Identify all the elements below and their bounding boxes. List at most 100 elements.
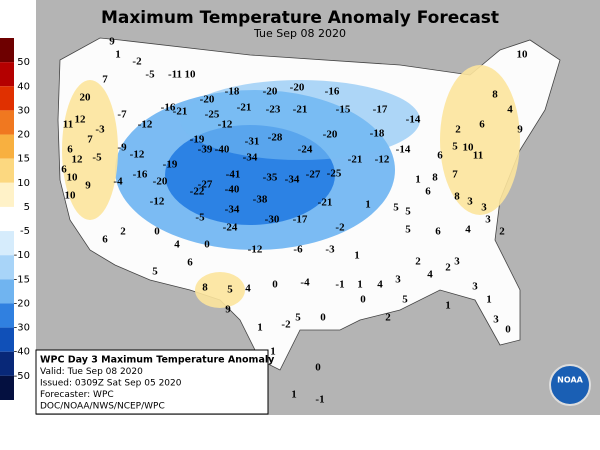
anomaly-label: 6 <box>425 186 431 198</box>
anomaly-label: 0 <box>154 226 160 238</box>
anomaly-label: -20 <box>153 176 168 188</box>
anomaly-label: -34 <box>285 174 300 186</box>
anomaly-label: 12 <box>72 154 84 166</box>
anomaly-label: -14 <box>406 114 421 126</box>
anomaly-label: 1 <box>291 389 297 401</box>
anomaly-label: -12 <box>138 119 153 131</box>
anomaly-label: 1 <box>415 174 421 186</box>
colorbar-swatch <box>0 327 14 352</box>
anomaly-label: 8 <box>202 282 208 294</box>
anomaly-label: -1 <box>335 279 344 291</box>
anomaly-label: -35 <box>263 172 278 184</box>
anomaly-label: -2 <box>132 56 142 68</box>
anomaly-label: -2 <box>335 222 345 234</box>
colorbar-swatch <box>0 375 14 400</box>
anomaly-label: 1 <box>365 199 371 211</box>
anomaly-label: -16 <box>161 102 176 114</box>
colorbar-swatch <box>0 134 14 159</box>
colorbar-label: 50 <box>17 57 30 68</box>
colorbar-label: -15 <box>14 274 30 285</box>
colorbar-swatch <box>0 279 14 304</box>
anomaly-label: -18 <box>225 86 240 98</box>
anomaly-label: 0 <box>360 294 366 306</box>
anomaly-label: 5 <box>393 202 399 214</box>
colorbar-swatch <box>0 110 14 135</box>
anomaly-label: -24 <box>223 222 238 234</box>
anomaly-label: -40 <box>215 144 230 156</box>
anomaly-label: -15 <box>336 104 351 116</box>
anomaly-label: 5 <box>452 141 458 153</box>
anomaly-label: 9 <box>225 304 231 316</box>
subtitle: Tue Sep 08 2020 <box>253 27 346 40</box>
cold-anomaly-north <box>180 80 420 160</box>
anomaly-label: 1 <box>486 294 492 306</box>
anomaly-label: -11 <box>168 69 182 81</box>
anomaly-label: 1 <box>115 49 121 61</box>
anomaly-label: -27 <box>198 179 213 191</box>
anomaly-label: 3 <box>395 274 401 286</box>
anomaly-label: 3 <box>493 314 499 326</box>
info-box <box>35 349 269 415</box>
noaa-logo <box>549 364 591 406</box>
colorbar-label: 5 <box>24 202 30 213</box>
anomaly-label: 11 <box>473 150 483 162</box>
anomaly-label: -40 <box>225 184 240 196</box>
anomaly-label: 4 <box>427 269 433 281</box>
anomaly-label: 10 <box>185 69 197 81</box>
anomaly-label: 2 <box>445 262 451 274</box>
anomaly-label: -12 <box>130 149 145 161</box>
colorbar-swatch <box>0 38 14 63</box>
anomaly-label: 7 <box>452 169 458 181</box>
info-line: Issued: 0309Z Sat Sep 05 2020 <box>40 379 182 389</box>
anomaly-label: 6 <box>187 257 193 269</box>
anomaly-label: -41 <box>226 169 241 181</box>
colorbar-swatch <box>0 86 14 111</box>
anomaly-label: -6 <box>293 244 303 256</box>
anomaly-label: -5 <box>92 152 102 164</box>
anomaly-label: -21 <box>237 102 252 114</box>
colorbar-label: 30 <box>17 105 30 116</box>
anomaly-label: 4 <box>377 279 383 291</box>
anomaly-label: -25 <box>205 109 220 121</box>
anomaly-label: 0 <box>315 362 321 374</box>
anomaly-label: 2 <box>385 312 391 324</box>
anomaly-label: -3 <box>95 124 105 136</box>
info-text: WPC Day 3 Maximum Temperature AnomalyVal… <box>40 355 275 412</box>
colorbar-label: 10 <box>17 178 30 189</box>
anomaly-label: -19 <box>163 159 178 171</box>
colorbar-swatch <box>0 62 14 87</box>
anomaly-label: 6 <box>437 150 443 162</box>
colorbar-label: -5 <box>20 226 30 237</box>
colorbar-swatch <box>0 206 14 232</box>
anomaly-label: 10 <box>517 49 529 61</box>
anomaly-label: 7 <box>87 134 93 146</box>
anomaly-label: 8 <box>492 89 498 101</box>
anomaly-label: -9 <box>117 142 127 154</box>
info-line: Valid: Tue Sep 08 2020 <box>40 367 143 377</box>
anomaly-label: 1 <box>257 322 263 334</box>
anomaly-label: 4 <box>245 283 251 295</box>
anomaly-label: 3 <box>454 256 460 268</box>
colorbar-swatch <box>0 255 14 280</box>
anomaly-label: -21 <box>348 154 363 166</box>
anomaly-label: -34 <box>243 152 258 164</box>
anomaly-label: -19 <box>190 134 205 146</box>
anomaly-label: 6 <box>61 164 67 176</box>
anomaly-label: -31 <box>245 136 260 148</box>
anomaly-label: 3 <box>467 196 473 208</box>
anomaly-label: 9 <box>517 124 523 136</box>
anomaly-label: 4 <box>174 239 180 251</box>
anomaly-label: 11 <box>63 119 73 131</box>
anomaly-label: -18 <box>370 128 385 140</box>
anomaly-label: 9 <box>85 180 91 192</box>
anomaly-label: 6 <box>479 119 485 131</box>
anomaly-label: 6 <box>102 234 108 246</box>
anomaly-label: -16 <box>325 86 340 98</box>
anomaly-label: -30 <box>265 214 280 226</box>
colorbar-label: 15 <box>17 154 30 165</box>
anomaly-label: 12 <box>75 114 87 126</box>
anomaly-label: 2 <box>415 256 421 268</box>
anomaly-label: 3 <box>485 214 491 226</box>
